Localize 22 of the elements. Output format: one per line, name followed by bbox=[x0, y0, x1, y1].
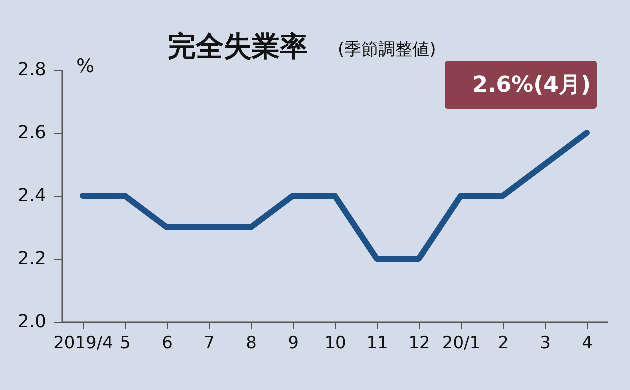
x-tick-label: 20/1 bbox=[442, 334, 481, 354]
x-tick-label: 3 bbox=[540, 334, 551, 354]
x-tick-label: 12 bbox=[408, 334, 430, 354]
x-tick-label: 8 bbox=[246, 334, 257, 354]
y-tick-label: 2.4 bbox=[18, 186, 46, 206]
annotation: 2.6%(4月) bbox=[472, 73, 591, 98]
x-tick-label: 6 bbox=[162, 334, 173, 354]
x-tick-label: 2 bbox=[498, 334, 509, 354]
y-tick-label: 2.8 bbox=[18, 60, 46, 80]
x-tick-label: 9 bbox=[288, 334, 299, 354]
y-axis-title: % bbox=[76, 56, 95, 78]
x-tick-label: 5 bbox=[120, 334, 131, 354]
y-tick-label: 2.6 bbox=[18, 122, 46, 144]
x-tick-label: 2019/4 bbox=[54, 334, 114, 354]
y-tick-label: 2.2 bbox=[18, 248, 46, 270]
chart-subtitle: (季節調整値) bbox=[338, 40, 436, 60]
y-tick-label: 2.0 bbox=[18, 312, 46, 332]
x-tick-label: 11 bbox=[366, 334, 388, 354]
x-tick-label: 10 bbox=[324, 334, 346, 354]
x-tick-label: 7 bbox=[204, 334, 215, 354]
chart-title: 完全失業率 bbox=[168, 30, 308, 63]
x-tick-label: 4 bbox=[582, 334, 593, 354]
